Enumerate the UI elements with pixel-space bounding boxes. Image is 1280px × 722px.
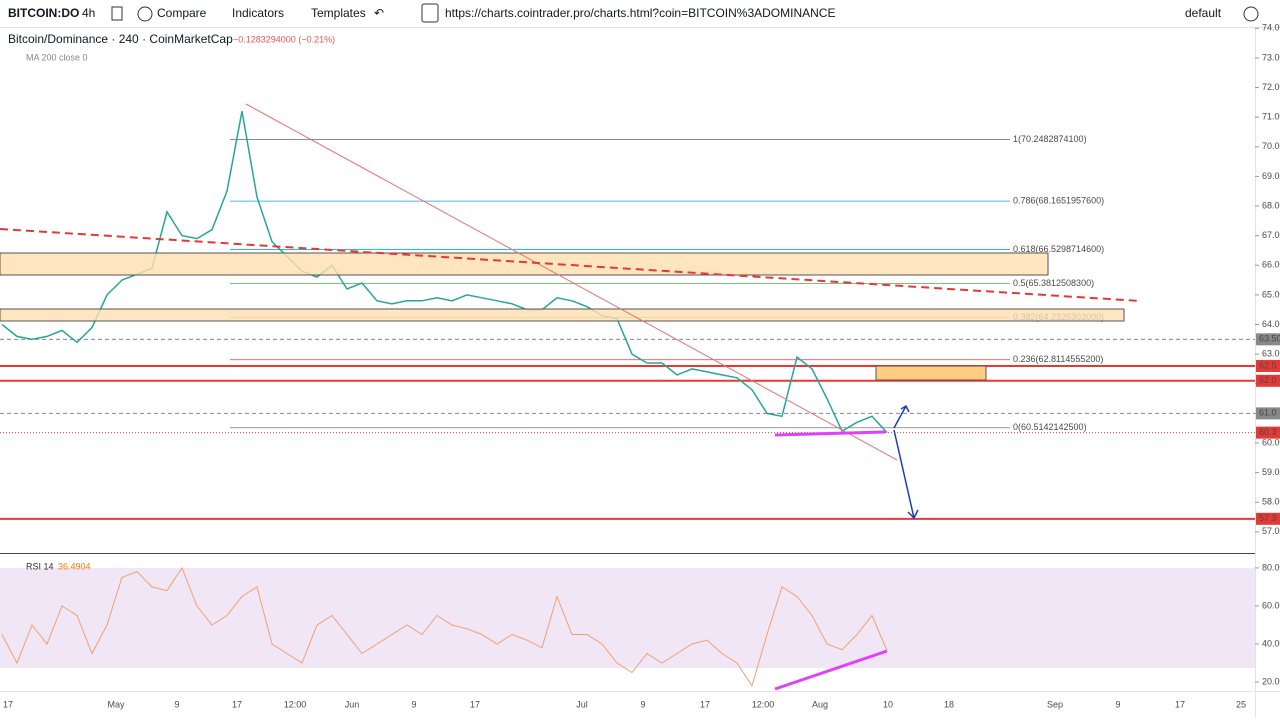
fib-label: 0.236(62.8114555200) [1013,354,1103,364]
compare-icon[interactable] [137,6,153,22]
y-tick-label: 40.00 [1262,638,1280,648]
x-tick-label: Jul [576,699,588,709]
rsi-value: 36.4904 [58,561,91,571]
support-line [774,430,886,437]
price-tag-label: 57.3 [1259,513,1277,523]
y-tick-label: 67.00 [1262,230,1280,240]
x-tick-label: 10 [883,699,893,709]
fib-label: 0.786(68.1651957600) [1013,196,1104,206]
price-tag-label: 62.5 [1259,360,1277,370]
price-tag-label: 63.50 [1259,334,1280,344]
y-tick-label: 74.00 [1262,23,1280,33]
rsi-divergence [774,649,888,691]
ma-legend: MA 200 close 0 [26,52,88,62]
y-tick-label: 58.00 [1262,497,1280,507]
y-tick-label: 70.00 [1262,141,1280,151]
y-tick-label: 80.00 [1262,562,1280,572]
x-tick-label: 12:00 [284,699,307,709]
fib-label: 0(60.5142142500) [1013,422,1087,432]
y-tick-label: 57.00 [1262,526,1280,536]
y-tick-label: 68.00 [1262,200,1280,210]
y-tick-label: 20.00 [1262,676,1280,686]
y-tick-label: 64.00 [1262,319,1280,329]
x-tick-label: Sep [1047,699,1063,709]
chart-style-icon[interactable] [111,6,123,21]
x-tick-label: 12:00 [752,699,775,709]
x-tick-label: 18 [944,699,954,709]
y-tick-label: 72.00 [1262,82,1280,92]
x-tick-label: 9 [640,699,645,709]
projection-arrows [893,404,919,520]
zone [875,365,987,381]
price-tag [1256,359,1280,372]
x-tick-label: 25 [1236,699,1246,709]
x-tick-label: May [107,699,125,709]
price-tag [1256,512,1280,525]
url: https://charts.cointrader.pro/charts.htm… [445,6,835,20]
symbol[interactable]: BITCOIN:DO [8,6,79,20]
compare[interactable]: Compare [157,6,207,20]
y-tick-label: 65.00 [1262,289,1280,299]
price-tag-label: 61.0 [1259,408,1277,418]
x-tick-label: Aug [812,699,828,709]
trendline [245,103,898,461]
layout[interactable]: default [1185,6,1222,20]
price-tag-label: 62.0 [1259,375,1277,385]
y-tick-label: 59.00 [1262,467,1280,477]
x-tick-label: 17 [1175,699,1185,709]
toolbar [0,0,1280,27]
price-tag [1256,407,1280,420]
x-tick-label: 17 [3,699,13,709]
trendline [0,228,1141,302]
undo[interactable]: ↶ [374,6,384,20]
x-tick-label: 9 [411,699,416,709]
rsi-line [1,566,888,687]
x-tick-label: Jun [345,699,360,709]
fib-label: 0.5(65.3812508300) [1013,278,1094,288]
price-tag [1256,374,1280,387]
x-tick-label: 17 [470,699,480,709]
templates[interactable]: Templates [311,6,366,20]
y-tick-label: 71.00 [1262,112,1280,122]
fib-label: 0.618(66.5298714600) [1013,244,1104,254]
settings-icon[interactable] [1243,6,1259,22]
y-tick-label: 73.00 [1262,52,1280,62]
x-tick-label: 9 [1115,699,1120,709]
zone [0,308,1125,322]
interval[interactable]: 4h [82,6,95,20]
y-tick-label: 66.00 [1262,260,1280,270]
rsi-band [0,567,1255,668]
y-tick-label: 69.00 [1262,171,1280,181]
price-tag-label: 60.3 [1259,427,1277,437]
x-tick-label: 17 [232,699,242,709]
zone [0,252,1049,276]
fib-label: 1(70.2482874100) [1013,134,1087,144]
x-tick-label: 9 [174,699,179,709]
legend-change: −0.1283294000 (−0.21%) [233,34,335,44]
price-tag [1256,333,1280,346]
indicators[interactable]: Indicators [232,6,284,20]
legend-title: Bitcoin/Dominance · 240 · CoinMarketCap [8,32,233,46]
url-icon [421,3,439,23]
x-tick-label: 17 [700,699,710,709]
y-tick-label: 63.00 [1262,349,1280,359]
rsi-title: RSI 14 [26,561,54,571]
y-tick-label: 60.00 [1262,437,1280,447]
price-tag [1256,426,1280,439]
y-tick-label: 60.00 [1262,600,1280,610]
